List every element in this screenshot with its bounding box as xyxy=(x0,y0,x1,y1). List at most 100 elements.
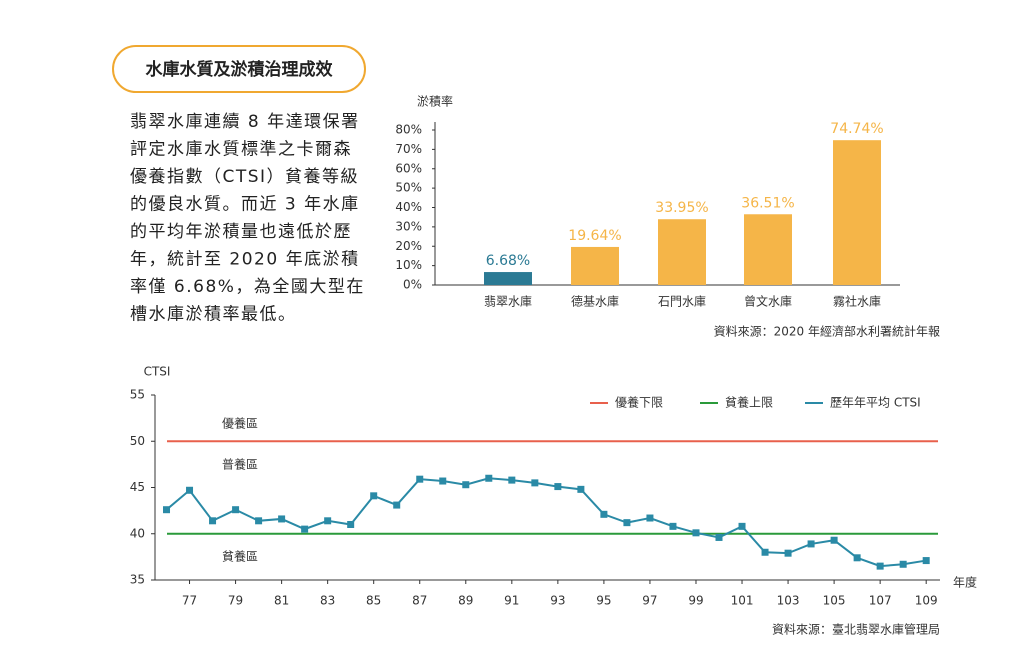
point xyxy=(163,506,171,514)
intro-line: 年，統計至 2020 年底淤積 xyxy=(130,250,360,270)
x-axis-label: 年度 xyxy=(953,575,977,590)
bar xyxy=(484,272,532,285)
point xyxy=(922,557,930,565)
series-line xyxy=(165,477,927,568)
x-tick-label: 83 xyxy=(320,594,335,608)
y-tick-label: 80% xyxy=(395,123,422,137)
point xyxy=(393,501,401,509)
y-tick-label: 50 xyxy=(130,434,145,448)
point xyxy=(623,519,631,527)
intro-line: 率僅 6.68%，為全國大型在 xyxy=(130,277,365,297)
y-tick-label: 40 xyxy=(130,526,145,540)
section-title: 水庫水質及淤積治理成效 xyxy=(146,59,333,80)
point xyxy=(370,492,378,500)
x-tick-label: 95 xyxy=(596,594,611,608)
y-axis-label: 淤積率 xyxy=(417,94,453,109)
point xyxy=(715,533,723,541)
point xyxy=(301,525,309,533)
x-tick-label: 翡翠水庫 xyxy=(484,295,532,309)
point xyxy=(830,536,838,544)
point xyxy=(577,485,585,493)
intro-line: 翡翠水庫連續 8 年達環保署 xyxy=(130,112,360,132)
y-tick-label: 0% xyxy=(403,278,422,292)
zone-label: 普養區 xyxy=(222,457,258,472)
y-tick-label: 55 xyxy=(130,388,145,402)
point xyxy=(324,517,332,525)
y-axis-label: CTSI xyxy=(144,365,171,379)
point xyxy=(738,522,746,530)
intro-line: 的優良水質。而近 3 年水庫 xyxy=(130,195,360,215)
x-tick-label: 97 xyxy=(642,594,657,608)
point xyxy=(531,479,539,487)
x-tick-label: 77 xyxy=(182,594,197,608)
zone-label: 貧養區 xyxy=(222,549,258,564)
x-tick-label: 霧社水庫 xyxy=(833,294,881,309)
x-tick-label: 石門水庫 xyxy=(658,295,706,309)
value-label: 36.51% xyxy=(741,195,794,211)
value-label: 6.68% xyxy=(486,253,530,269)
point xyxy=(669,522,677,530)
title-pill xyxy=(112,45,366,93)
x-tick-label: 103 xyxy=(777,594,800,608)
point xyxy=(232,506,240,514)
point xyxy=(899,560,907,568)
zone-label: 優養區 xyxy=(222,416,258,431)
point xyxy=(485,474,493,482)
x-tick-label: 101 xyxy=(731,594,754,608)
legend-label: 歷年年平均 CTSI xyxy=(830,396,921,410)
x-tick-label: 105 xyxy=(823,594,846,608)
point xyxy=(784,549,792,557)
y-tick-label: 60% xyxy=(395,161,422,175)
intro-line: 優養指數（CTSI）貧養等級 xyxy=(130,167,359,187)
point xyxy=(278,515,286,523)
intro-line: 槽水庫淤積率最低。 xyxy=(130,305,297,325)
x-tick-label: 99 xyxy=(688,594,703,608)
point xyxy=(462,481,470,489)
y-tick-label: 70% xyxy=(395,142,422,156)
intro-line: 評定水庫水質標準之卡爾森 xyxy=(130,140,352,160)
x-tick-label: 109 xyxy=(915,594,938,608)
x-tick-label: 德基水庫 xyxy=(571,294,619,309)
point xyxy=(600,510,608,518)
x-tick-label: 79 xyxy=(228,594,243,608)
point xyxy=(439,477,447,485)
point xyxy=(416,475,424,483)
point xyxy=(853,554,861,562)
y-tick-label: 50% xyxy=(395,181,422,195)
value-label: 19.64% xyxy=(568,228,621,244)
x-tick-label: 曾文水庫 xyxy=(744,294,792,309)
source: 資料來源：臺北翡翠水庫管理局 xyxy=(772,622,940,637)
x-tick-label: 81 xyxy=(274,594,289,608)
point xyxy=(186,486,194,494)
value-label: 33.95% xyxy=(655,200,708,216)
bar xyxy=(744,214,792,285)
bar xyxy=(658,219,706,285)
y-tick-label: 40% xyxy=(395,200,422,214)
point xyxy=(876,562,884,570)
point xyxy=(692,529,700,537)
legend-label: 貧養上限 xyxy=(725,395,773,410)
x-tick-label: 91 xyxy=(504,594,519,608)
legend-label: 優養下限 xyxy=(615,395,663,410)
point xyxy=(807,540,815,548)
bar xyxy=(571,246,619,285)
x-tick-label: 87 xyxy=(412,594,427,608)
x-tick-label: 93 xyxy=(550,594,565,608)
y-tick-label: 30% xyxy=(395,219,422,233)
point xyxy=(761,548,769,556)
point xyxy=(347,521,355,528)
y-tick-label: 10% xyxy=(395,258,422,272)
point xyxy=(646,514,654,522)
x-tick-label: 85 xyxy=(366,594,381,608)
point xyxy=(508,476,516,484)
value-label: 74.74% xyxy=(830,121,883,137)
x-tick-label: 107 xyxy=(869,594,892,608)
y-tick-label: 45 xyxy=(130,480,145,494)
x-tick-label: 89 xyxy=(458,594,473,608)
point xyxy=(554,483,562,491)
point xyxy=(255,517,263,525)
intro-line: 的平均年淤積量也遠低於歷 xyxy=(130,222,352,242)
source: 資料來源：2020 年經濟部水利署統計年報 xyxy=(714,324,940,339)
y-tick-label: 20% xyxy=(395,239,422,253)
